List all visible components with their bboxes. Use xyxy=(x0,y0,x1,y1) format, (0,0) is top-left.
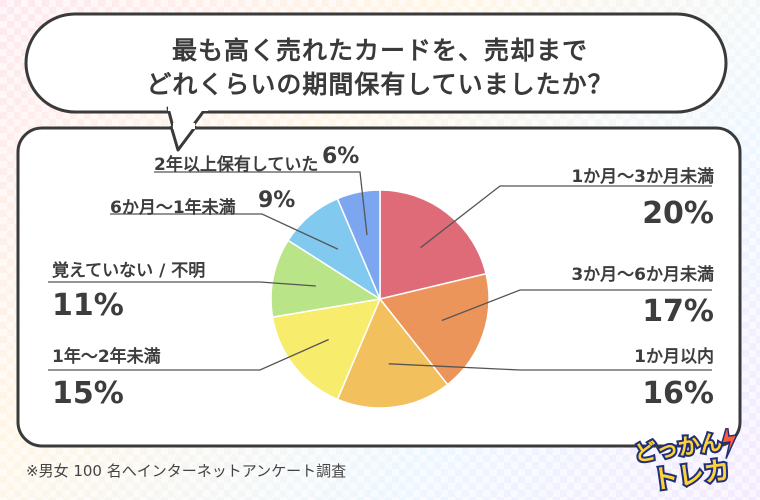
label-3-6-months: 3か月～6か月未満 xyxy=(571,265,714,285)
label-over-2-years: 2年以上保有していた xyxy=(154,155,319,175)
leader-line-2 xyxy=(388,363,712,371)
value-6-12-months: 9% xyxy=(258,188,296,213)
pie-slice-4 xyxy=(270,239,383,318)
leader-line-1 xyxy=(441,289,712,322)
pie-slice-2 xyxy=(336,297,449,409)
question-line-2: どれくらいの期間保有していましたか？ xyxy=(146,70,614,99)
leader-line-3 xyxy=(48,338,329,371)
value-3-6-months: 17% xyxy=(642,294,714,329)
value-unknown: 11% xyxy=(52,288,124,323)
value-within-1-month: 16% xyxy=(642,376,714,411)
pie-slice-6 xyxy=(336,189,381,300)
pie-slice-0 xyxy=(379,189,487,300)
leader-line-5 xyxy=(110,213,339,250)
value-over-2-years: 6% xyxy=(322,144,360,169)
leader-line-4 xyxy=(48,281,316,287)
label-1-2-years: 1年～2年未満 xyxy=(52,347,161,367)
leader-lines xyxy=(48,171,712,371)
lightning-icon xyxy=(720,428,739,459)
label-unknown: 覚えていない / 不明 xyxy=(52,261,206,281)
leader-line-6 xyxy=(154,171,368,235)
value-1-2-years: 15% xyxy=(52,376,124,411)
footnote: ※男女 100 名へインターネットアンケート調査 xyxy=(26,462,347,480)
label-1-3-months: 1か月～3か月未満 xyxy=(571,167,714,187)
value-1-3-months: 20% xyxy=(642,196,714,231)
label-6-12-months: 6か月～1年未満 xyxy=(110,198,236,218)
question-line-1: 最も高く売れたカードを、売却まで xyxy=(171,36,588,65)
leader-line-0 xyxy=(420,185,712,249)
pie-chart xyxy=(270,189,490,409)
pie-slice-3 xyxy=(271,298,382,401)
question-title: 最も高く売れたカードを、売却まで どれくらいの期間保有していましたか？ xyxy=(90,34,670,102)
dokkan-toreca-logo: どっかん トレカ xyxy=(631,428,739,494)
pie-slice-1 xyxy=(378,272,490,386)
label-within-1-month: 1か月以内 xyxy=(634,347,714,367)
